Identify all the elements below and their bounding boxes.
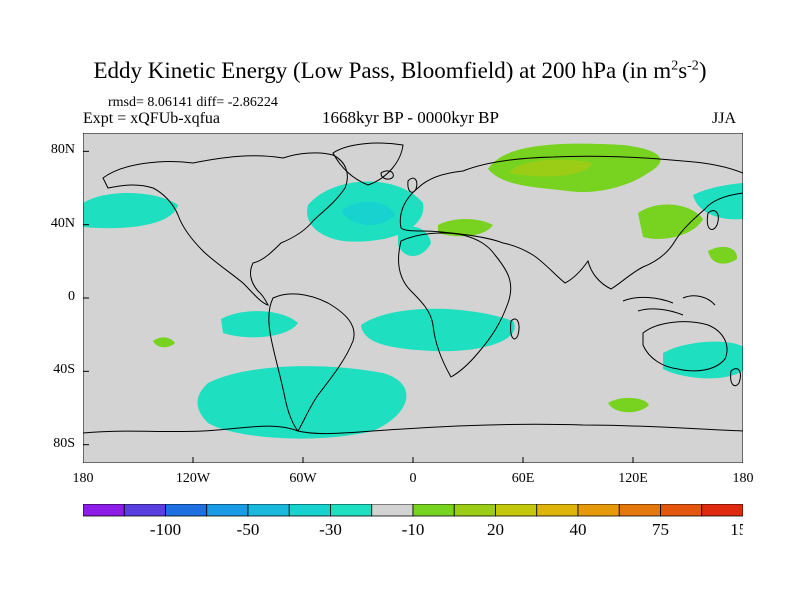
coast-eurasia xyxy=(399,155,743,290)
lat-tick-label: 40S xyxy=(53,362,75,378)
colorbar-swatch xyxy=(495,504,538,517)
colorbar-swatch xyxy=(412,504,455,517)
colorbar-swatch xyxy=(577,504,620,517)
region-nw-pacific-positive xyxy=(708,246,738,264)
colorbar-swatch xyxy=(536,504,579,517)
colorbar-swatch xyxy=(330,504,373,517)
lon-tick-label: 0 xyxy=(409,471,417,486)
lat-tick-label: 40N xyxy=(50,215,75,231)
colorbar-swatch xyxy=(165,504,208,517)
colorbar-label: -30 xyxy=(319,520,342,539)
colorbar-swatch xyxy=(206,504,249,517)
colorbar-swatch xyxy=(288,504,331,517)
lon-tick-label: 180 xyxy=(732,471,754,486)
shading-layer xyxy=(83,143,743,439)
region-north-pacific-negative xyxy=(693,183,743,220)
colorbar-swatches xyxy=(83,504,743,517)
coast-antarctica xyxy=(83,423,743,435)
colorbar: -100 -50 -30 -10 20 40 75 150 xyxy=(83,504,743,539)
region-siberia-core-positive xyxy=(508,159,593,177)
coast-indonesia xyxy=(622,295,716,316)
coast-madagascar xyxy=(510,318,520,340)
coast-australia xyxy=(642,321,728,372)
experiment-label: Expt = xQFUb-xqfua xyxy=(83,110,221,127)
lat-tick-label: 80S xyxy=(53,435,75,451)
longitude-axis xyxy=(83,457,743,463)
colorbar-label: 150 xyxy=(730,520,743,539)
colorbar-swatch xyxy=(83,504,125,517)
map-panel xyxy=(83,133,743,463)
coast-uk xyxy=(407,177,418,193)
colorbar-label: -50 xyxy=(237,520,260,539)
colorbar-swatch xyxy=(660,504,703,517)
lon-tick-label: 120E xyxy=(618,471,648,486)
coast-japan xyxy=(706,210,719,230)
region-australia-tasman-negative xyxy=(663,341,743,379)
period-label: 1668kyr BP - 0000kyr BP xyxy=(322,108,499,127)
region-ne-pacific-negative xyxy=(83,193,178,229)
region-central-south-pacific-positive xyxy=(153,337,175,348)
colorbar-swatch xyxy=(247,504,290,517)
coast-greenland xyxy=(332,142,404,186)
stats-label: rmsd= 8.06141 diff= -2.86224 xyxy=(108,95,278,110)
region-southern-indian-positive xyxy=(608,397,649,413)
lon-tick-label: 180 xyxy=(72,471,94,486)
colorbar-label: 75 xyxy=(652,520,669,539)
region-iberia-negative xyxy=(398,226,431,257)
colorbar-label: 20 xyxy=(487,520,504,539)
lat-tick-label: 0 xyxy=(68,289,75,304)
region-north-atlantic-core-negative xyxy=(341,201,395,226)
season-label: JJA xyxy=(712,110,737,127)
map-background xyxy=(83,133,743,463)
coast-iceland xyxy=(380,170,394,180)
lon-tick-label: 120W xyxy=(175,471,211,486)
colorbar-swatch xyxy=(453,504,496,517)
region-mediterranean-positive xyxy=(438,219,493,237)
coast-new-zealand xyxy=(730,368,741,387)
coastlines xyxy=(83,142,743,435)
colorbar-swatch xyxy=(701,504,743,517)
region-east-asia-positive xyxy=(638,204,703,239)
region-subtropical-south-pacific-negative xyxy=(221,311,298,338)
coast-north-america xyxy=(102,152,348,306)
colorbar-label: -100 xyxy=(150,520,181,539)
colorbar-label: -10 xyxy=(402,520,425,539)
region-southern-ocean-negative xyxy=(197,366,407,439)
coast-south-america xyxy=(268,293,355,432)
plot-title: Eddy Kinetic Energy (Low Pass, Bloomfiel… xyxy=(93,58,707,83)
region-south-atlantic-indian-negative xyxy=(361,308,515,352)
lon-tick-label: 60E xyxy=(511,471,535,486)
colorbar-swatch xyxy=(371,504,414,517)
colorbar-swatch xyxy=(123,504,166,517)
lon-tick-label: 60W xyxy=(289,471,317,486)
colorbar-labels: -100 -50 -30 -10 20 40 75 150 xyxy=(150,520,743,539)
lat-tick-label: 80N xyxy=(50,142,75,158)
latitude-axis xyxy=(83,150,89,446)
colorbar-label: 40 xyxy=(570,520,587,539)
coast-africa xyxy=(398,232,512,378)
colorbar-swatch xyxy=(618,504,661,517)
